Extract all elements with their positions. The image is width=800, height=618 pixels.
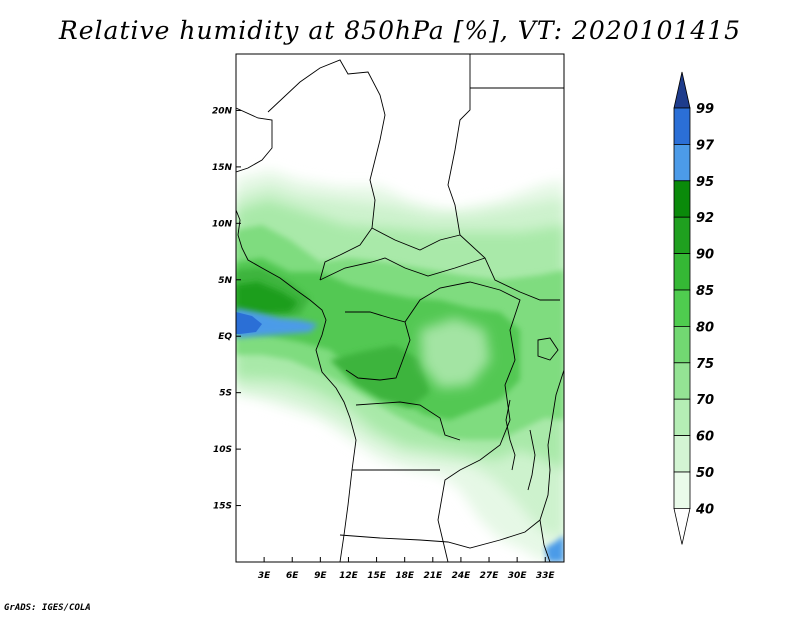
lon-tick-label: 18E — [395, 571, 415, 581]
lon-tick-label: 21E — [423, 571, 443, 581]
lat-tick-label: 15S — [213, 502, 232, 512]
border-central-3 — [345, 311, 411, 381]
humidity-band-97 — [236, 312, 262, 334]
colorbar-segment — [673, 216, 691, 254]
colorbar-label: 90 — [696, 248, 714, 263]
map-title: Relative humidity at 850hPa [%], VT: 202… — [58, 16, 742, 45]
lon-tick-label: 6E — [286, 571, 299, 581]
colorbar-segment — [673, 362, 691, 400]
lon-tick-label: 33E — [536, 571, 556, 581]
border-north-1 — [236, 107, 273, 173]
lat-tick-label: 15N — [212, 163, 233, 173]
country-borders — [236, 54, 564, 562]
colorbar-label: 75 — [696, 357, 714, 372]
colorbar-segment — [673, 471, 691, 509]
coastline-west — [236, 209, 357, 562]
lon-tick-label: 9E — [314, 571, 327, 581]
colorbar-label: 70 — [696, 393, 714, 408]
colorbar-segment — [673, 107, 691, 145]
colorbar-segment — [673, 289, 691, 327]
border-south-1 — [355, 401, 461, 441]
colorbar-label: 95 — [696, 175, 714, 190]
lat-tick-label: 10S — [213, 445, 232, 455]
colorbar-segment — [673, 398, 691, 437]
colorbar-label: 50 — [696, 466, 714, 481]
lon-tick-label: 3E — [258, 571, 271, 581]
lon-tick-label: 30E — [508, 571, 528, 581]
border-central-4 — [404, 281, 521, 562]
colorbar-label: 99 — [696, 102, 714, 117]
lat-tick-label: 5S — [219, 389, 232, 399]
colorbar: 99 97 95 92 90 85 80 75 70 60 50 40 — [673, 71, 715, 545]
colorbar-segment — [673, 435, 691, 473]
border-north-2 — [267, 59, 386, 281]
colorbar-label: 80 — [696, 320, 714, 335]
lake-2 — [527, 429, 536, 491]
border-central-2 — [319, 257, 486, 281]
colorbar-segment — [673, 253, 691, 291]
colorbar-segment — [673, 180, 691, 218]
lat-tick-label: 10N — [212, 219, 233, 229]
lon-tick-label: 24E — [452, 571, 472, 581]
colorbar-label: 40 — [695, 502, 714, 517]
map-frame — [235, 53, 565, 563]
humidity-band-90 — [236, 282, 298, 314]
lake-3 — [537, 337, 559, 361]
colorbar-bottom-arrow — [673, 507, 691, 545]
colorbar-segment — [673, 143, 691, 182]
lon-tick-label: 27E — [480, 571, 500, 581]
lat-tick-label: 5N — [218, 276, 232, 286]
border-central-1 — [371, 227, 461, 251]
humidity-band-95-se — [545, 535, 564, 562]
colorbar-segment — [673, 325, 691, 364]
lake-1 — [505, 399, 516, 471]
axis-ticks: 3E 6E 9E 12E 15E 18E 21E 24E 27E 30E 33E 20N 15N 10N 5… — [212, 106, 556, 581]
lat-tick-label: 20N — [212, 106, 233, 116]
humidity-light-pocket — [420, 318, 490, 388]
lon-tick-label: 12E — [339, 571, 359, 581]
colorbar-label: 60 — [696, 430, 714, 445]
grads-credit: GrADS: IGES/COLA — [4, 603, 91, 613]
humidity-field — [236, 54, 564, 562]
lon-tick-label: 15E — [367, 571, 387, 581]
border-south-3 — [339, 519, 541, 549]
humidity-band-85b — [330, 345, 430, 408]
border-north-3 — [447, 54, 560, 301]
coastline-east — [539, 369, 564, 562]
lat-tick-label: EQ — [218, 332, 232, 342]
colorbar-label: 85 — [696, 284, 714, 299]
colorbar-label: 92 — [696, 211, 714, 226]
colorbar-label: 97 — [696, 138, 715, 153]
colorbar-top-arrow — [673, 71, 691, 109]
